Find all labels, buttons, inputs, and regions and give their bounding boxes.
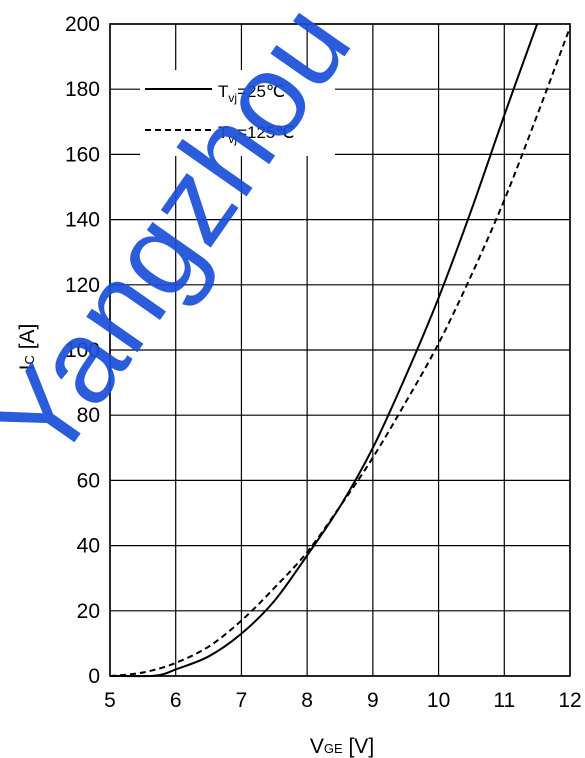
plot-frame: [109, 23, 571, 677]
y-tick-label: 200: [65, 13, 100, 36]
y-tick-label: 120: [65, 274, 100, 297]
y-tick-label: 140: [65, 209, 100, 232]
x-tick-label: 6: [170, 689, 182, 712]
y-tick-label: 40: [77, 535, 100, 558]
y-tick-label: 60: [77, 469, 100, 492]
x-tick-label: 11: [493, 689, 515, 712]
y-axis-label: IC [A]: [16, 324, 39, 371]
series-lines: [109, 23, 571, 678]
y-tick-label: 100: [65, 339, 100, 362]
x-tick-label: 12: [558, 689, 581, 712]
legend-label-125c: Tvj=125℃: [218, 123, 294, 146]
x-tick-label: 9: [367, 689, 379, 712]
y-tick-label: 160: [65, 143, 100, 166]
x-tick-label: 7: [236, 689, 248, 712]
x-tick-label: 8: [301, 689, 313, 712]
y-tick-label: 180: [65, 78, 100, 101]
watermark: Yangzhou Taixin: [0, 0, 567, 485]
grid: [109, 23, 571, 677]
y-tick-labels: 0 20 40 60 80 100 120 140 160 180 200: [65, 13, 100, 688]
legend-background: [140, 70, 335, 156]
x-tick-labels: 5 6 7 8 9 10 11 12: [104, 689, 582, 712]
x-axis-label: VGE [V]: [310, 735, 374, 758]
x-tick-label: 10: [427, 689, 450, 712]
y-tick-label: 20: [77, 600, 100, 623]
y-tick-label: 80: [77, 404, 100, 427]
y-tick-label: 0: [88, 665, 100, 688]
series-line-1: [109, 26, 571, 677]
legend: Tvj=25℃ Tvj=125℃: [140, 70, 335, 156]
legend-label-25c: Tvj=25℃: [218, 82, 285, 105]
x-tick-label: 5: [104, 689, 116, 712]
